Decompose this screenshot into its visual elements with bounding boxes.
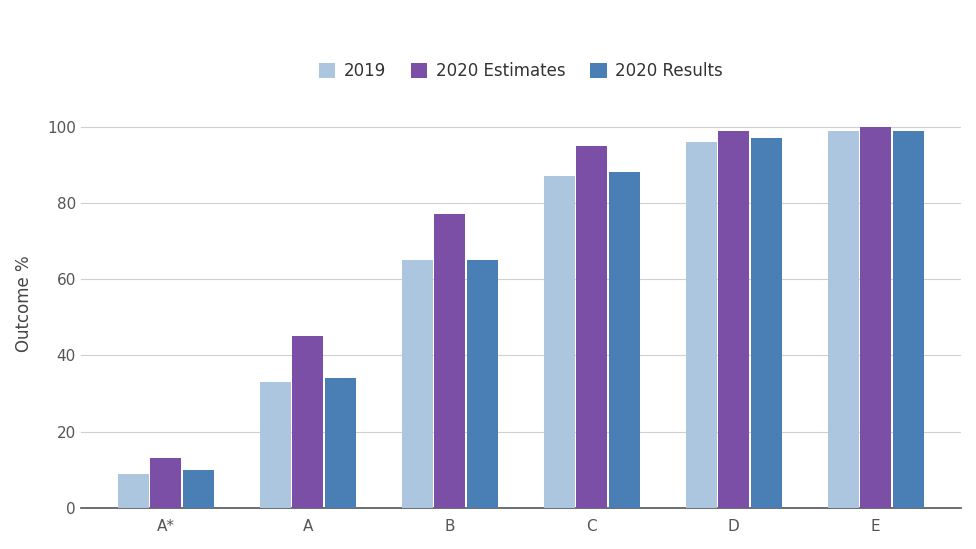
Bar xyxy=(860,127,891,508)
Bar xyxy=(685,142,716,508)
Bar xyxy=(401,260,432,508)
Bar xyxy=(260,382,291,508)
Bar xyxy=(609,172,640,508)
Bar xyxy=(576,146,607,508)
Y-axis label: Outcome %: Outcome % xyxy=(15,256,33,352)
Bar xyxy=(183,470,214,508)
Bar xyxy=(893,131,924,508)
Bar xyxy=(117,474,148,508)
Bar xyxy=(544,176,575,508)
Bar xyxy=(718,131,750,508)
Bar xyxy=(751,138,782,508)
Legend: 2019, 2020 Estimates, 2020 Results: 2019, 2020 Estimates, 2020 Results xyxy=(312,55,730,87)
Bar xyxy=(467,260,498,508)
Bar xyxy=(828,131,859,508)
Bar xyxy=(150,458,182,508)
Bar xyxy=(292,337,323,508)
Bar xyxy=(434,215,466,508)
Bar xyxy=(325,378,356,508)
